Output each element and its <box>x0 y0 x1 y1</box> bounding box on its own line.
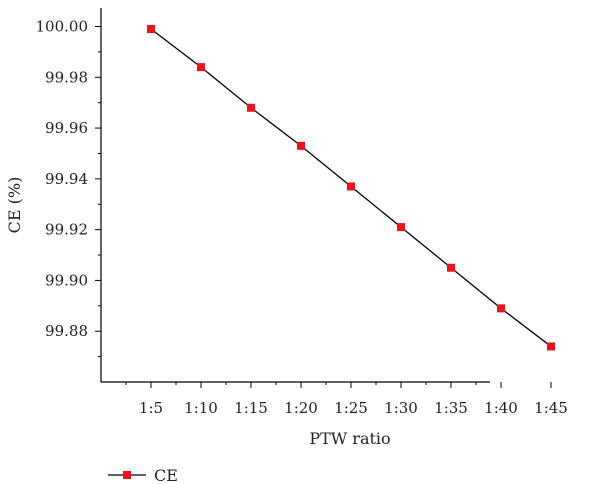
x-tick-label: 1:40 <box>484 399 518 417</box>
y-tick-label: 99.92 <box>45 221 88 239</box>
y-tick-label: 100.00 <box>36 18 89 36</box>
x-tick-label: 1:30 <box>384 399 418 417</box>
y-tick-label: 99.96 <box>45 119 88 137</box>
x-axis-title: PTW ratio <box>309 429 390 448</box>
x-tick-label: 1:25 <box>334 399 368 417</box>
legend-label-ce: CE <box>154 466 178 484</box>
x-tick-label: 1:5 <box>139 399 163 417</box>
y-tick-label: 99.90 <box>45 271 88 289</box>
data-point <box>497 304 505 313</box>
x-tick-label: 1:35 <box>434 399 468 417</box>
data-point <box>247 103 255 112</box>
x-tick-label: 1:15 <box>234 399 268 417</box>
y-axis-ticks: 99.88 99.90 99.92 99.94 99.96 99.98 100.00 <box>36 18 101 358</box>
x-tick-label: 1:45 <box>534 399 568 417</box>
x-tick-label: 1:10 <box>184 399 218 417</box>
legend-marker <box>123 471 131 479</box>
legend: CE <box>108 466 178 484</box>
data-point <box>547 342 555 351</box>
series-group <box>147 25 555 351</box>
y-tick-label: 99.88 <box>45 322 88 340</box>
data-point <box>397 223 405 232</box>
y-axis-title: CE (%) <box>5 177 24 234</box>
data-point <box>147 25 155 34</box>
data-point <box>197 63 205 72</box>
data-point <box>297 141 305 150</box>
axes <box>100 8 490 383</box>
x-tick-label: 1:20 <box>284 399 318 417</box>
x-axis-ticks: 1:5 1:10 1:15 1:20 1:25 1:30 1:35 1:40 1:45 <box>125 382 568 417</box>
y-tick-label: 99.94 <box>45 170 88 188</box>
data-point <box>347 182 355 191</box>
data-point <box>447 263 455 272</box>
y-tick-label: 99.98 <box>45 68 88 86</box>
